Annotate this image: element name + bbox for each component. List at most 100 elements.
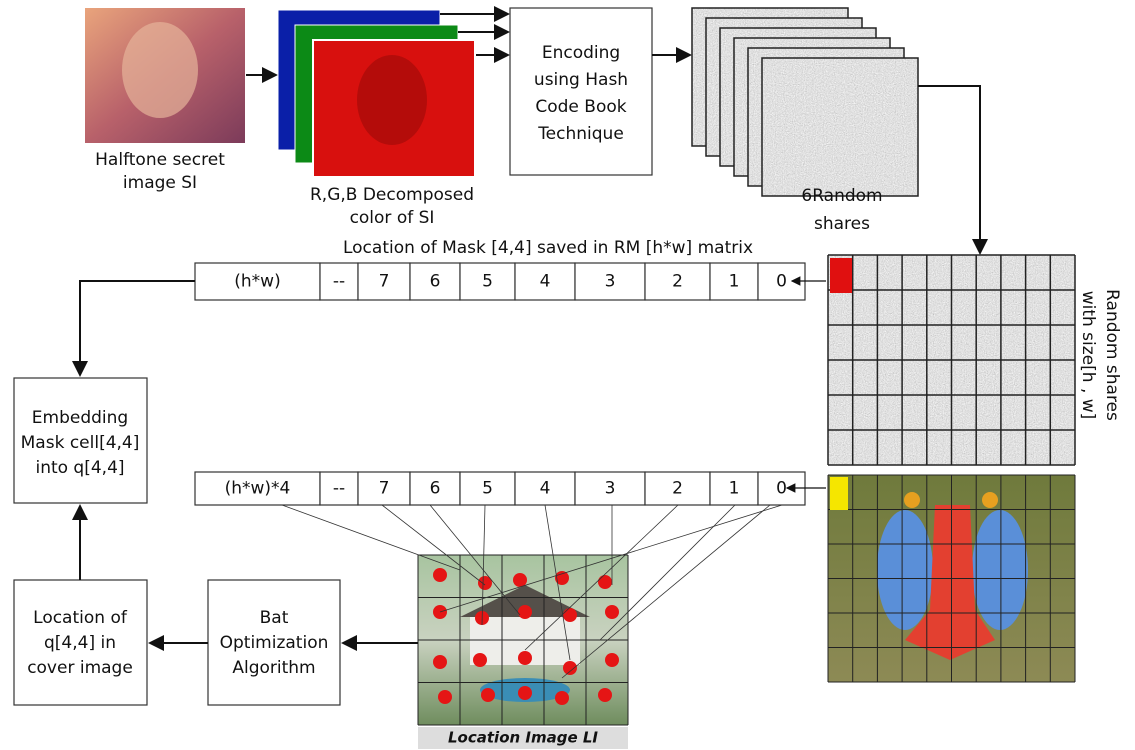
location-dot — [598, 688, 612, 702]
cell — [644, 262, 711, 301]
mask-cell — [830, 258, 852, 293]
label: Bat — [260, 608, 289, 628]
cell — [514, 262, 576, 301]
cell — [357, 262, 411, 301]
cell-label: 7 — [379, 479, 390, 499]
cover-grid — [827, 474, 1076, 683]
label: Algorithm — [232, 658, 315, 678]
encoding-box — [509, 7, 653, 176]
caption: 6Random — [801, 186, 882, 206]
cell — [459, 471, 516, 506]
cell — [319, 471, 359, 506]
face-part — [905, 505, 995, 660]
roof — [460, 585, 590, 617]
cell — [409, 262, 461, 301]
cell-label: 5 — [482, 272, 493, 292]
cell-label: -- — [333, 272, 345, 292]
cell — [194, 262, 321, 301]
link-line — [381, 504, 486, 586]
cell-label: 0 — [776, 479, 787, 499]
face — [122, 22, 198, 118]
link-line — [561, 504, 771, 679]
link-line — [439, 504, 783, 613]
caption: R,G,B Decomposed — [310, 185, 474, 205]
cell-label: -- — [333, 479, 345, 499]
face-part — [972, 510, 1028, 630]
cell-label: 3 — [605, 479, 616, 499]
location-dot — [598, 575, 612, 589]
cell-label: 5 — [482, 479, 493, 499]
label: Embedding — [32, 408, 128, 428]
location-dot — [518, 605, 532, 619]
cell-label: 3 — [605, 272, 616, 292]
row-title: Location of Mask [4,4] saved in RM [h*w]… — [343, 238, 753, 258]
location-dot — [518, 686, 532, 700]
cell — [319, 262, 359, 301]
location-dot — [605, 605, 619, 619]
caption: with size[h , w] — [1078, 291, 1098, 420]
location-dot — [563, 661, 577, 675]
embedding-box — [13, 377, 148, 504]
label: Code Book — [535, 97, 626, 117]
label: Technique — [537, 124, 624, 144]
shares-stack — [691, 7, 919, 197]
cell-label: 6 — [430, 272, 441, 292]
cell-label: (h*w) — [234, 272, 280, 292]
location-dot — [478, 576, 492, 590]
location-dot — [555, 571, 569, 585]
location-box — [13, 579, 148, 706]
cell — [194, 471, 321, 506]
face — [357, 55, 427, 145]
cell-label: 0 — [776, 272, 787, 292]
cell — [644, 471, 711, 506]
share-grid — [827, 254, 1076, 466]
label: q[4,4] in — [44, 633, 116, 653]
caption: Location Image LI — [448, 729, 598, 747]
arrow — [918, 85, 988, 255]
link-line — [524, 504, 679, 651]
location-dot — [473, 653, 487, 667]
share-border — [761, 57, 919, 197]
label: using Hash — [534, 70, 628, 90]
cell-label: 1 — [729, 479, 740, 499]
link-line — [599, 504, 736, 641]
caption: Random shares — [1102, 289, 1122, 421]
eye — [982, 492, 998, 508]
cell-label: (h*w)*4 — [225, 479, 291, 499]
location-dot — [513, 573, 527, 587]
label: Location of — [33, 608, 128, 628]
cell-label: 2 — [672, 479, 683, 499]
cell-label: 1 — [729, 272, 740, 292]
share — [761, 57, 919, 197]
cell-label: 4 — [540, 479, 551, 499]
face-part — [877, 510, 933, 630]
location-dot — [433, 655, 447, 669]
eye — [904, 492, 920, 508]
cell — [459, 262, 516, 301]
label: Encoding — [542, 43, 620, 63]
link-line — [481, 504, 486, 626]
cell-label: 4 — [540, 272, 551, 292]
bat-box — [207, 579, 341, 706]
caption: Halftone secret — [95, 150, 225, 170]
link-line — [281, 504, 461, 571]
mask-row: (h*w) -- 7 6 5 4 3 2 1 0 — [194, 262, 806, 301]
link-line — [544, 504, 571, 661]
cell — [574, 471, 646, 506]
link-line — [429, 504, 521, 616]
cell — [409, 471, 461, 506]
cell — [574, 262, 646, 301]
location-dot — [438, 690, 452, 704]
location-grid — [281, 504, 783, 726]
location-dot — [518, 651, 532, 665]
label: Mask cell[4,4] — [21, 433, 140, 453]
cover-row: (h*w)*4 -- 7 6 5 4 3 2 1 0 — [194, 471, 806, 506]
cell-label: 6 — [430, 479, 441, 499]
location-dot — [563, 608, 577, 622]
location-dot — [555, 691, 569, 705]
caption: image SI — [123, 173, 197, 193]
caption: shares — [814, 214, 870, 234]
location-dot — [481, 688, 495, 702]
cell-label: 2 — [672, 272, 683, 292]
